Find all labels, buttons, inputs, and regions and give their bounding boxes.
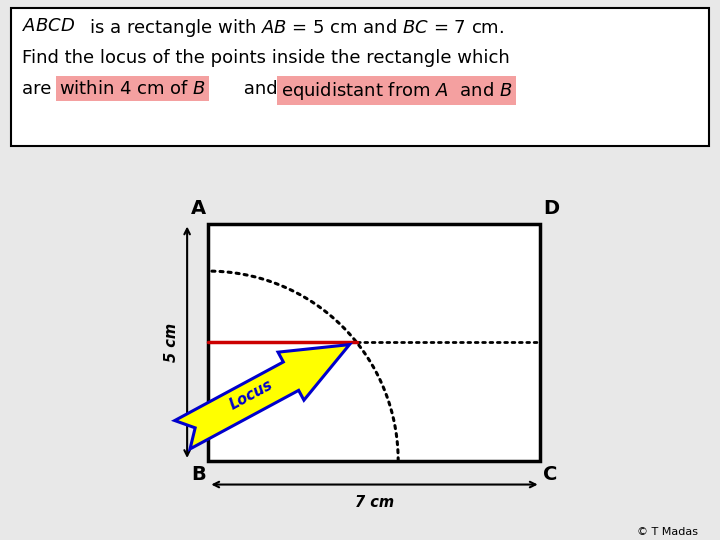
Text: are: are xyxy=(22,80,57,98)
Polygon shape xyxy=(209,224,541,461)
Text: within 4 cm of $\mathit{B}$: within 4 cm of $\mathit{B}$ xyxy=(59,80,206,98)
Text: Locus: Locus xyxy=(228,376,276,412)
Text: A: A xyxy=(191,199,206,218)
Polygon shape xyxy=(175,345,349,449)
Text: C: C xyxy=(543,464,557,484)
Text: Find the locus of the points inside the rectangle which: Find the locus of the points inside the … xyxy=(22,49,509,66)
Text: 7 cm: 7 cm xyxy=(355,495,394,510)
Text: is a rectangle with $\mathit{AB}$ = 5 cm and $\mathit{BC}$ = 7 cm.: is a rectangle with $\mathit{AB}$ = 5 cm… xyxy=(78,17,504,39)
Text: and: and xyxy=(238,80,283,98)
Text: equidistant from $\mathit{A}$  and $\mathit{B}$: equidistant from $\mathit{A}$ and $\math… xyxy=(281,80,513,102)
Text: 5 cm: 5 cm xyxy=(164,323,179,362)
Text: D: D xyxy=(543,199,559,218)
Text: © T Madas: © T Madas xyxy=(637,527,698,537)
Text: $\mathit{ABCD}$: $\mathit{ABCD}$ xyxy=(22,17,75,35)
Text: B: B xyxy=(192,464,206,484)
